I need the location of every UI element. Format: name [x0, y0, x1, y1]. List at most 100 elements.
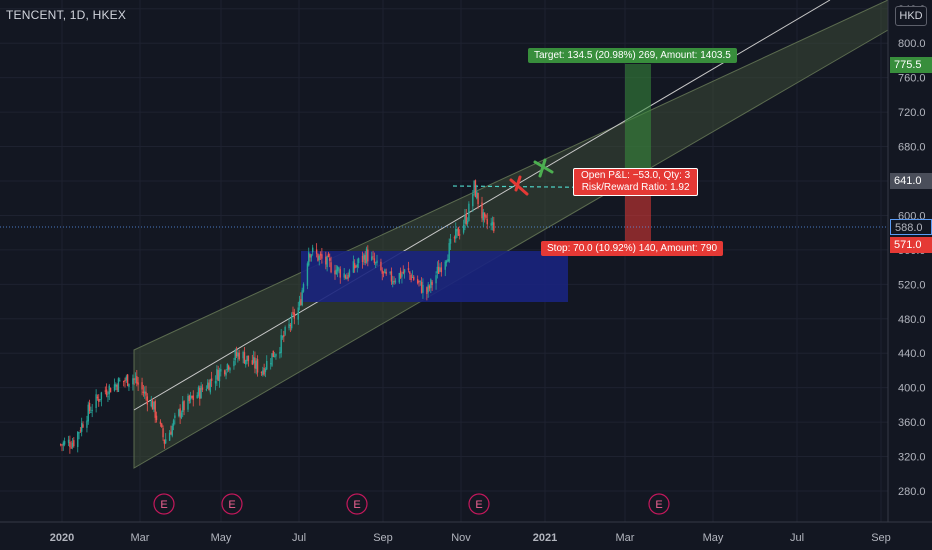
candle-body — [220, 368, 222, 372]
candle-body — [134, 378, 137, 380]
candle-body — [472, 193, 474, 207]
candle-body — [465, 214, 467, 225]
earnings-label: E — [655, 499, 662, 511]
candle-body — [283, 334, 285, 337]
candle-body — [306, 263, 309, 286]
candle-body — [493, 222, 495, 232]
candle-body — [247, 355, 250, 362]
candle-body — [260, 371, 263, 373]
candle-body — [301, 290, 303, 306]
time-tick: Jul — [292, 532, 306, 544]
candle-body — [280, 335, 282, 353]
price-tick: 360.0 — [898, 417, 926, 429]
earnings-marker[interactable] — [468, 493, 490, 515]
channel-fill[interactable] — [133, 0, 889, 469]
entry-line[interactable] — [452, 185, 652, 189]
earnings-marker[interactable] — [153, 493, 175, 515]
currency-button[interactable]: HKD — [895, 6, 927, 26]
candle-body — [462, 224, 465, 233]
candle-body — [440, 267, 443, 273]
candle-body — [98, 398, 100, 402]
candle-body — [269, 363, 272, 365]
candle-body — [293, 312, 296, 319]
target-zone[interactable] — [625, 64, 651, 187]
candle-body — [69, 442, 71, 448]
price-tick: 480.0 — [898, 314, 926, 326]
candle-body — [95, 394, 97, 409]
candle-body — [456, 228, 458, 232]
candle-body — [473, 180, 475, 193]
earnings-marker[interactable] — [221, 493, 243, 515]
candle-body — [187, 395, 189, 410]
candle-body — [352, 261, 355, 273]
candle-body — [88, 402, 91, 411]
candle-body — [264, 368, 267, 373]
candle-body — [419, 280, 422, 282]
candle-body — [380, 261, 382, 271]
candle-body — [317, 253, 319, 261]
stop-zone[interactable] — [625, 187, 651, 243]
parallel-channel[interactable] — [133, 0, 889, 469]
candle-body — [174, 415, 176, 418]
candle-body — [104, 390, 107, 392]
candle-body — [143, 391, 146, 394]
candle-body — [171, 425, 173, 436]
candle-body — [326, 256, 328, 267]
candle-body — [476, 191, 478, 199]
candle-body — [251, 360, 254, 365]
candle-body — [361, 255, 364, 262]
candle-body — [413, 276, 415, 280]
candle-body — [298, 300, 301, 307]
candle-body — [311, 247, 314, 253]
price-axis[interactable]: 280.0320.0360.0400.0440.0480.0520.0560.0… — [887, 0, 932, 550]
pnl-line: Open P&L: −53.0, Qty: 3 — [581, 170, 691, 181]
candle-body — [151, 400, 154, 410]
candle-body — [214, 380, 217, 384]
time-axis-bg — [0, 522, 932, 550]
candle-body — [63, 441, 66, 445]
long-position-tool[interactable] — [0, 64, 888, 243]
range-rectangle[interactable] — [301, 251, 568, 302]
candle-body — [372, 256, 374, 258]
price-tick: 520.0 — [898, 279, 926, 291]
candle-body — [490, 223, 492, 226]
time-axis[interactable]: 2020 Mar May Jul Sep Nov 2021 Mar May Jul Sep — [0, 521, 932, 550]
candle-body — [427, 284, 429, 293]
time-tick: 2020 — [50, 532, 74, 544]
candle-body — [272, 350, 275, 358]
symbol-title[interactable]: TENCENT, 1D, HKEX — [6, 8, 127, 22]
candle-body — [109, 387, 112, 393]
candle-body — [172, 420, 175, 426]
time-tick: Nov — [451, 532, 471, 544]
candle-body — [216, 369, 218, 380]
candle-body — [374, 262, 377, 264]
time-tick: May — [703, 532, 724, 544]
earnings-marker[interactable] — [346, 493, 368, 515]
candle-body — [154, 400, 156, 418]
candle-body — [234, 350, 236, 361]
range-box[interactable] — [301, 251, 568, 302]
candle-body — [275, 353, 277, 357]
earnings-marker[interactable] — [648, 493, 670, 515]
candle-body — [338, 268, 340, 270]
candle-body — [153, 401, 155, 410]
candle-body — [491, 221, 494, 226]
candle-body — [200, 385, 202, 399]
candle-body — [197, 387, 200, 397]
candle-body — [483, 212, 486, 217]
stop-label: Stop: 70.0 (10.92%) 140, Amount: 790 — [541, 241, 724, 256]
candle-body — [486, 219, 488, 225]
candle-body — [455, 228, 457, 239]
candle-body — [243, 352, 246, 364]
candle-body — [327, 253, 330, 258]
candle-body — [437, 266, 440, 274]
price-tick: 720.0 — [898, 107, 926, 119]
candle-body — [422, 284, 424, 293]
candle-body — [96, 396, 99, 399]
candle-series — [59, 179, 495, 454]
time-tick: Sep — [871, 532, 891, 544]
time-tick: May — [211, 532, 232, 544]
candle-body — [100, 392, 103, 400]
